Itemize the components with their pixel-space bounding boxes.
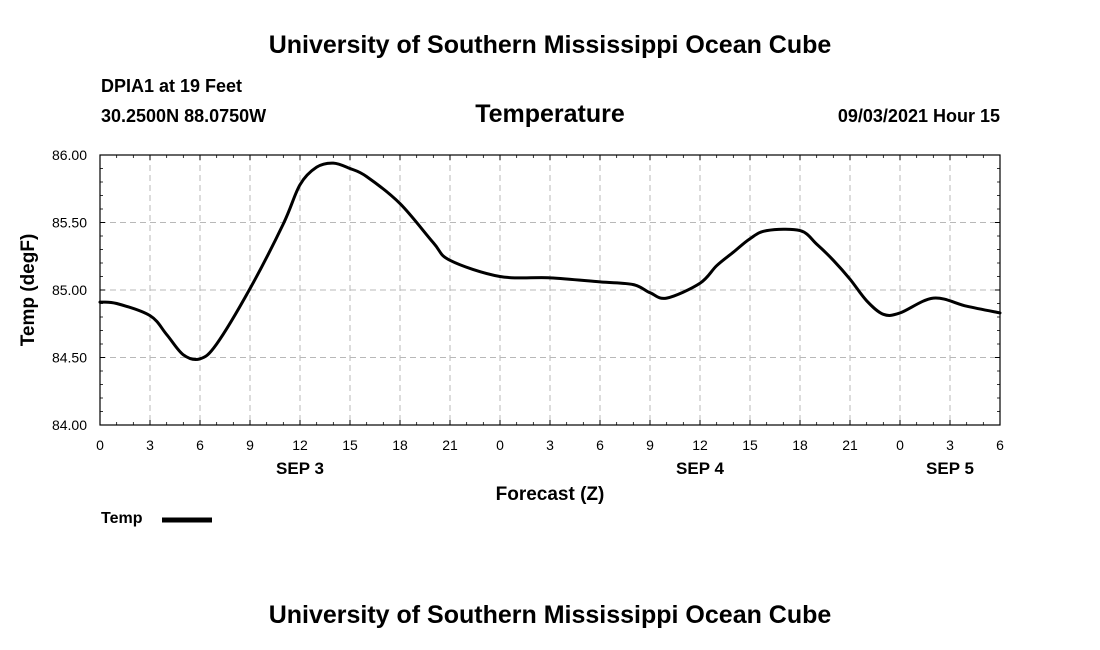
x-tick-label: 3 — [146, 437, 154, 453]
data-point — [282, 223, 284, 225]
data-point — [115, 302, 117, 304]
forecast-datetime: 09/03/2021 Hour 15 — [837, 106, 1000, 126]
data-point — [449, 259, 451, 261]
y-tick-label: 85.00 — [52, 282, 87, 298]
data-point — [165, 333, 167, 335]
data-point — [765, 229, 767, 231]
x-tick-label: 6 — [996, 437, 1004, 453]
x-tick-label: 6 — [196, 437, 204, 453]
x-axis-label: Forecast (Z) — [496, 484, 605, 505]
data-point — [332, 162, 334, 164]
data-point — [499, 275, 501, 277]
data-point — [799, 229, 801, 231]
series-line-temp — [98, 161, 1002, 362]
x-tick-label: 0 — [96, 437, 104, 453]
data-point — [965, 305, 967, 307]
data-point — [599, 281, 601, 283]
x-tick-label: 15 — [342, 437, 358, 453]
x-tick-label: 6 — [596, 437, 604, 453]
data-point — [815, 243, 817, 245]
legend-label: Temp — [101, 510, 143, 527]
day-label: SEP 5 — [926, 459, 974, 478]
x-tick-label: 12 — [692, 437, 708, 453]
x-tick-label: 15 — [742, 437, 758, 453]
data-point — [899, 312, 901, 314]
x-tick-label: 9 — [646, 437, 654, 453]
y-tick-label: 84.00 — [52, 417, 87, 433]
x-tick-label: 9 — [246, 437, 254, 453]
data-point — [215, 343, 217, 345]
data-point — [549, 277, 551, 279]
data-point — [749, 238, 751, 240]
data-point — [365, 175, 367, 177]
data-point — [349, 167, 351, 169]
y-tick-label: 85.50 — [52, 215, 87, 231]
data-point — [649, 292, 651, 294]
data-point — [849, 278, 851, 280]
series-layer — [98, 161, 1002, 362]
data-point — [149, 314, 151, 316]
station-coordinates: 30.2500N 88.0750W — [101, 106, 267, 126]
data-point — [999, 312, 1001, 314]
data-point — [732, 251, 734, 253]
x-tick-label: 21 — [442, 437, 458, 453]
x-tick-label: 18 — [792, 437, 808, 453]
chart-title-bottom: University of Southern Mississippi Ocean… — [268, 601, 832, 629]
data-point — [715, 265, 717, 267]
data-point — [182, 354, 184, 356]
x-tick-label: 3 — [546, 437, 554, 453]
x-tick-label: 12 — [292, 437, 308, 453]
data-point — [99, 301, 101, 303]
chart-subtitle: Temperature — [475, 100, 625, 128]
x-tick-label: 0 — [496, 437, 504, 453]
y-tick-label: 84.50 — [52, 350, 87, 366]
data-point — [399, 202, 401, 204]
data-point — [299, 184, 301, 186]
x-tick-label: 3 — [946, 437, 954, 453]
data-point — [665, 297, 667, 299]
x-tick-label: 18 — [392, 437, 408, 453]
x-tick-label: 0 — [896, 437, 904, 453]
day-label: SEP 4 — [676, 459, 724, 478]
tick-labels: 0 3 6 9 12 15 18 21 0 3 6 9 12 15 18 21 0 3 6 84.00 84.50 85.… — [52, 147, 1004, 478]
data-point — [249, 287, 251, 289]
y-tick-label: 86.00 — [52, 147, 87, 163]
data-point — [199, 358, 201, 360]
data-point — [865, 300, 867, 302]
data-point — [882, 313, 884, 315]
plot-frame — [99, 154, 1001, 426]
data-point — [632, 283, 634, 285]
x-tick-label: 21 — [842, 437, 858, 453]
data-point — [699, 282, 701, 284]
data-point — [932, 297, 934, 299]
day-label: SEP 3 — [276, 459, 324, 478]
chart-title-top: University of Southern Mississippi Ocean… — [268, 31, 832, 59]
y-axis-label: Temp (degF) — [18, 234, 39, 347]
data-point — [315, 166, 317, 168]
data-point — [432, 242, 434, 244]
data-point — [832, 259, 834, 261]
grid-lines — [100, 155, 1000, 425]
station-label: DPIA1 at 19 Feet — [101, 76, 243, 96]
